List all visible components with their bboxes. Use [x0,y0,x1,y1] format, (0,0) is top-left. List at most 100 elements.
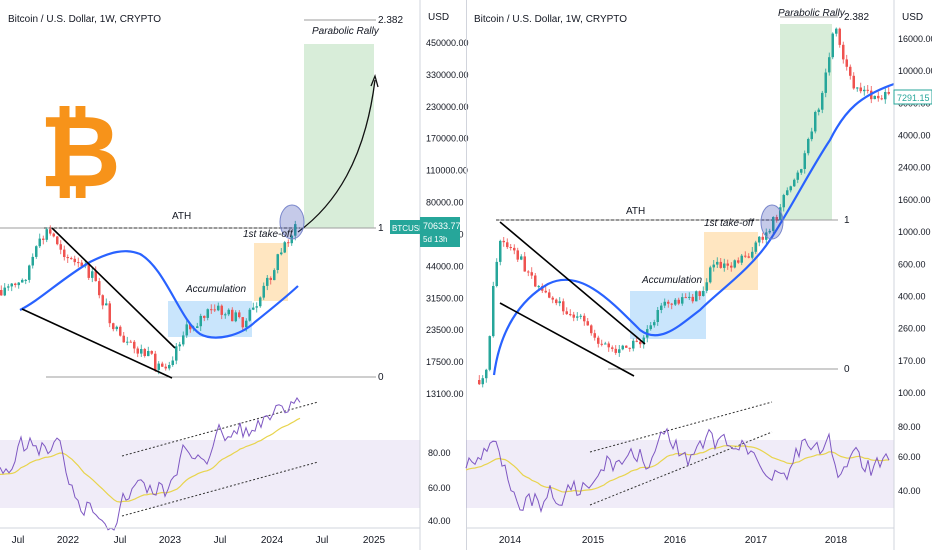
left-candle [199,315,202,327]
right-time-axis[interactable]: 2014 2015 2016 2017 2018 [466,527,894,546]
right-candle [551,297,554,300]
right-candle [527,271,530,273]
right-price-label: 4000.00 [898,131,931,141]
right-title: Bitcoin / U.S. Dollar, 1W, CRYPTO [474,14,627,25]
right-candle [852,75,855,89]
right-takeoff-marker [760,204,784,240]
left-candle [241,317,244,328]
right-candle [649,325,652,330]
right-rsi-ma-line [465,445,889,493]
left-candle [231,309,234,322]
left-candle [161,363,164,367]
right-rsi-label-40: 40.00 [898,486,921,496]
left-candle [70,258,73,260]
right-price-label: 10000.00 [898,66,932,76]
left-candle [220,305,223,315]
left-accumulation-label: Accumulation [185,284,246,295]
left-price-axis[interactable]: USD 450000.00 330000.00 230000.00 170000.00… [390,0,469,550]
left-price-label: 13100.00 [426,389,464,399]
right-candle [828,57,831,73]
right-candle [702,290,705,296]
right-candle [814,112,817,132]
left-candle [252,307,255,310]
right-candle [628,347,631,349]
right-candle [660,305,663,310]
right-rsi-label-60: 60.00 [898,452,921,462]
left-panel[interactable]: ₿ Bitcoin / U.S. Dollar, 1W, CRYPTO Para… [0,14,420,531]
right-price-label: 170.00 [898,356,926,366]
right-candle [481,378,484,385]
right-candle [600,343,603,345]
left-candle [164,366,167,369]
right-candle [716,261,719,265]
right-candle [555,299,558,304]
right-support-trendline [499,302,635,377]
left-candle [140,349,143,354]
right-candle [495,261,498,286]
left-symbol-text: BTCUSD [392,224,425,233]
left-price-label: 17500.00 [426,357,464,367]
left-fib-mid-label: 1 [378,223,384,234]
left-price-label: 450000.00 [426,38,469,48]
right-candle [656,310,659,322]
left-time-label: Jul [12,535,25,546]
left-time-label: Jul [214,535,227,546]
right-price-label: 600.00 [898,259,926,269]
left-resistance-trendline [51,227,176,349]
left-rsi-line [0,397,301,531]
left-time-axis[interactable]: Jul 2022 Jul 2023 Jul 2024 Jul 2025 [0,527,420,546]
right-price-label: 16000.00 [898,34,932,44]
left-candle [14,283,17,285]
left-candle [210,309,213,311]
left-candle [21,279,24,283]
right-candle [565,311,568,315]
left-candles [0,220,297,375]
right-price-axis[interactable]: USD 16000.0010000.006000.004000.002400.0… [893,0,932,550]
right-ath-label: ATH [626,206,645,217]
left-projection-arrowhead [370,73,379,88]
right-candle [653,322,656,326]
left-time-label: 2022 [57,535,80,546]
left-candle [182,335,185,345]
left-candle [248,309,251,321]
right-candle [845,59,848,67]
right-candle [884,92,887,100]
right-candle [509,247,512,248]
right-candle [835,28,838,34]
right-candle [558,301,561,304]
right-candle [667,301,670,304]
left-candle [178,344,181,347]
left-ath-label: ATH [172,211,191,222]
left-candle [63,249,66,257]
right-price-tag-value: 7291.15 [897,93,930,103]
right-price-tag [893,89,932,105]
right-candle [688,296,691,298]
right-takeoff-label: 1st take-off [704,218,755,229]
left-candle [245,320,248,328]
right-price-label: 260.00 [898,324,926,334]
left-rsi-band [0,440,420,508]
right-candle [772,217,775,231]
left-candle [0,290,3,296]
left-candle [238,312,241,318]
right-parabolic-zone [780,24,832,220]
right-price-label: 1000.00 [898,227,931,237]
right-panel[interactable]: Bitcoin / U.S. Dollar, 1W, CRYPTO Parabo… [465,0,895,550]
left-candle [280,252,283,255]
left-rsi-axis-labels: 80.00 60.00 40.00 [428,448,451,526]
right-candle [625,345,628,348]
right-candle [684,297,687,299]
right-rsi-line [465,427,890,514]
right-candle [747,256,750,258]
left-candle [112,323,115,330]
right-candle [621,345,624,350]
left-candle [259,297,262,307]
left-projection-curve [297,79,376,233]
right-candle [859,87,862,92]
left-price-label: 23500.00 [426,325,464,335]
left-rsi-label-40: 40.00 [428,516,451,526]
right-candle [572,314,575,318]
left-candle [283,242,286,253]
left-candle [45,229,48,240]
